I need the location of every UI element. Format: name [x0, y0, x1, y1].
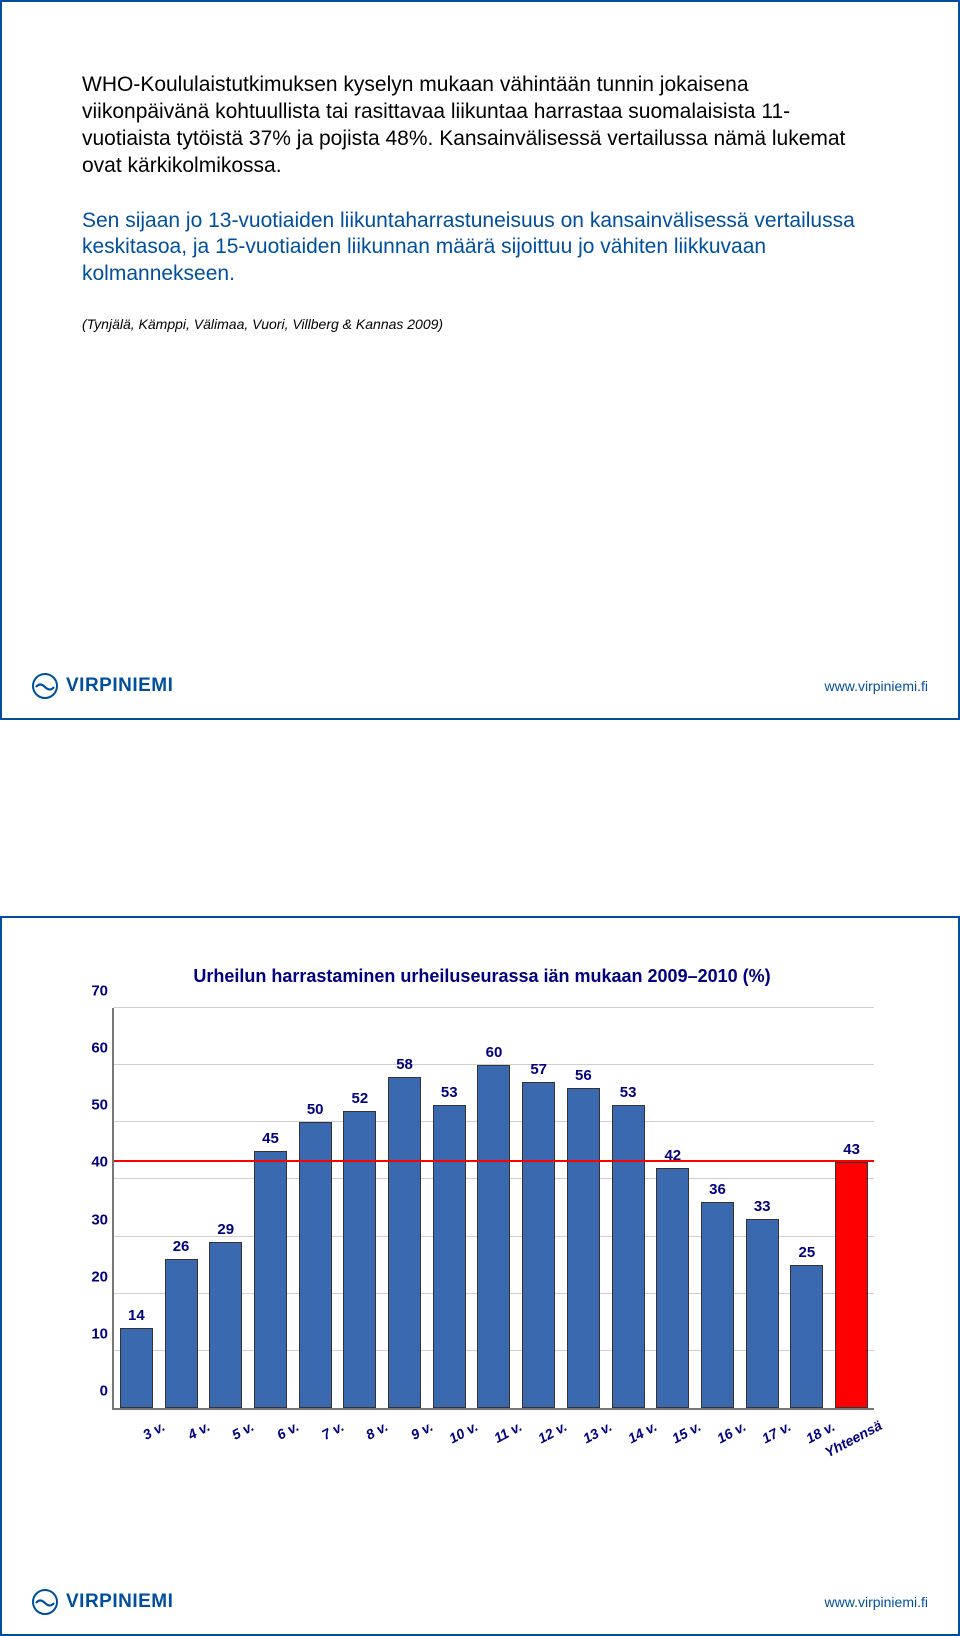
chart-bar-rect — [388, 1077, 421, 1408]
chart-bar-rect — [612, 1105, 645, 1408]
citation: (Tynjälä, Kämppi, Välimaa, Vuori, Villbe… — [82, 316, 878, 332]
chart-bar-value-label: 58 — [396, 1056, 413, 1073]
chart-y-tick: 0 — [70, 1383, 114, 1400]
chart-bar: 3616 v. — [701, 1202, 734, 1408]
chart-bar: 143 v. — [120, 1328, 153, 1408]
chart-bar-value-label: 45 — [262, 1130, 279, 1147]
chart-bar: 295 v. — [209, 1242, 242, 1408]
chart-bar-rect — [209, 1242, 242, 1408]
chart-bar-rect — [299, 1122, 332, 1408]
brand-logo: VIRPINIEMI — [32, 673, 173, 699]
chart-bar-value-label: 25 — [799, 1244, 816, 1261]
chart-bar: 5314 v. — [612, 1105, 645, 1408]
chart-bar-rect — [165, 1259, 198, 1408]
chart-bar-value-label: 29 — [217, 1221, 234, 1238]
chart-bar-value-label: 36 — [709, 1181, 726, 1198]
chart-bar: 5310 v. — [433, 1105, 466, 1408]
chart-bar-value-label: 14 — [128, 1307, 145, 1324]
chart-bar: 43Yhteensä — [835, 1162, 868, 1408]
chart-bar-value-label: 60 — [486, 1044, 503, 1061]
chart-plot-area: 143 v. 264 v. 295 v. 456 v. 507 v. 528 v. 589 … — [112, 1008, 874, 1410]
wave-icon — [32, 673, 58, 699]
chart-reference-line — [114, 1160, 874, 1162]
chart-bar-rect — [433, 1105, 466, 1408]
chart-bar-rect — [656, 1168, 689, 1408]
chart-y-tick: 70 — [70, 983, 114, 1000]
chart-bar: 264 v. — [165, 1259, 198, 1408]
chart-y-tick: 60 — [70, 1040, 114, 1057]
chart-bar-value-label: 43 — [843, 1141, 860, 1158]
chart-bar-rect — [567, 1088, 600, 1408]
chart-y-tick: 30 — [70, 1211, 114, 1228]
chart-bar: 589 v. — [388, 1077, 421, 1408]
chart-bar-value-label: 53 — [441, 1084, 458, 1101]
chart-bar: 528 v. — [343, 1111, 376, 1408]
slide-1: WHO-Koululaistutkimuksen kyselyn mukaan … — [0, 0, 960, 720]
chart-bar: 5712 v. — [522, 1082, 555, 1408]
chart-bar-rect — [835, 1162, 868, 1408]
chart-bar-rect — [790, 1265, 823, 1408]
brand-text: VIRPINIEMI — [66, 675, 173, 697]
chart-bar: 6011 v. — [477, 1065, 510, 1408]
chart-title: Urheilun harrastaminen urheiluseurassa i… — [62, 966, 902, 987]
chart-bar-value-label: 52 — [352, 1090, 369, 1107]
chart-bar-rect — [477, 1065, 510, 1408]
chart-bar-value-label: 50 — [307, 1101, 324, 1118]
bar-chart: Urheilun harrastaminen urheiluseurassa i… — [62, 958, 902, 1498]
brand-text: VIRPINIEMI — [66, 1591, 173, 1613]
chart-bar-rect — [120, 1328, 153, 1408]
chart-bar: 5613 v. — [567, 1088, 600, 1408]
chart-bar-rect — [254, 1151, 287, 1408]
chart-bar-rect — [701, 1202, 734, 1408]
chart-bar: 4215 v. — [656, 1168, 689, 1408]
chart-bar: 456 v. — [254, 1151, 287, 1408]
chart-y-tick: 40 — [70, 1154, 114, 1171]
chart-y-tick: 50 — [70, 1097, 114, 1114]
slide-footer: VIRPINIEMI www.virpiniemi.fi — [32, 1584, 928, 1620]
chart-bar-rect — [746, 1219, 779, 1408]
chart-bar-value-label: 26 — [173, 1238, 190, 1255]
chart-y-tick: 10 — [70, 1325, 114, 1342]
footer-url: www.virpiniemi.fi — [825, 1594, 928, 1610]
paragraph-1: WHO-Koululaistutkimuksen kyselyn mukaan … — [82, 72, 878, 180]
chart-bar-value-label: 57 — [530, 1061, 547, 1078]
brand-logo: VIRPINIEMI — [32, 1589, 173, 1615]
chart-bar: 3317 v. — [746, 1219, 779, 1408]
chart-bar-value-label: 33 — [754, 1198, 771, 1215]
chart-bar-rect — [522, 1082, 555, 1408]
footer-url: www.virpiniemi.fi — [825, 678, 928, 694]
chart-bar: 507 v. — [299, 1122, 332, 1408]
slide-2: Urheilun harrastaminen urheiluseurassa i… — [0, 916, 960, 1636]
chart-bar-value-label: 56 — [575, 1067, 592, 1084]
paragraph-2: Sen sijaan jo 13-vuotiaiden liikuntaharr… — [82, 208, 878, 289]
chart-bar-value-label: 53 — [620, 1084, 637, 1101]
slide-footer: VIRPINIEMI www.virpiniemi.fi — [32, 668, 928, 704]
chart-y-tick: 20 — [70, 1268, 114, 1285]
wave-icon — [32, 1589, 58, 1615]
chart-bar-rect — [343, 1111, 376, 1408]
chart-bar: 2518 v. — [790, 1265, 823, 1408]
chart-bars-container: 143 v. 264 v. 295 v. 456 v. 507 v. 528 v. 589 … — [114, 1008, 874, 1408]
